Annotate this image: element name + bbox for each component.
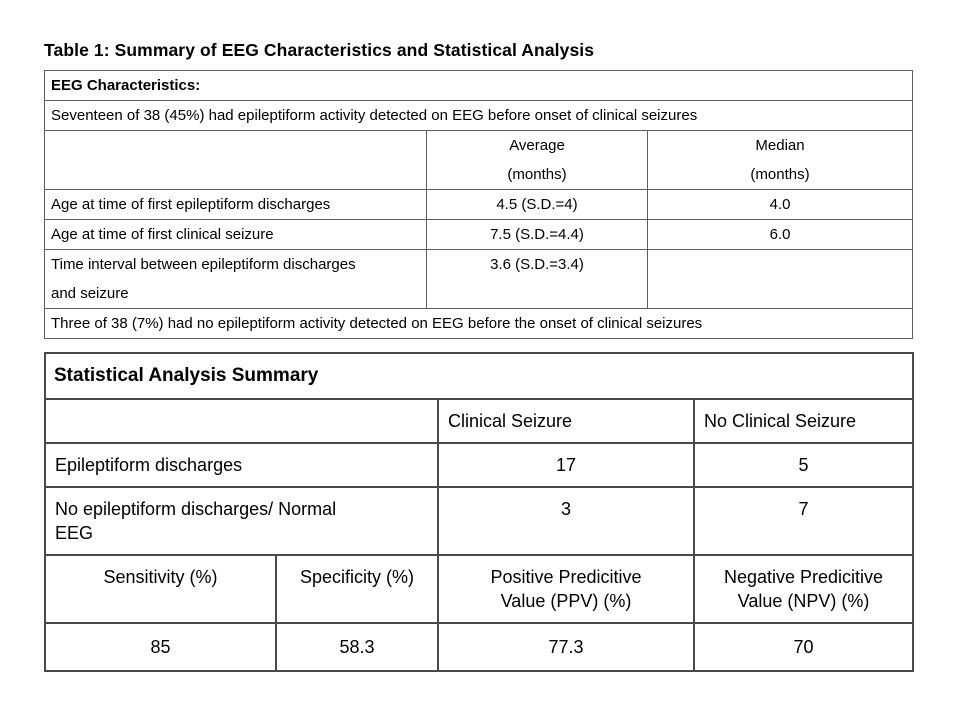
row-label: No epileptiform discharges/ Normal EEG [44, 486, 439, 556]
row-label: Time interval between epileptiform disch… [44, 249, 427, 309]
average-value: 3.6 (S.D.=3.4) [426, 249, 648, 309]
table-row: Statistical Analysis Summary [43, 352, 915, 400]
table-row: EEG Characteristics: [44, 70, 913, 101]
eeg-note-bottom: Three of 38 (7%) had no epileptiform act… [44, 308, 913, 339]
table-row: Time interval between epileptiform disch… [44, 249, 913, 309]
ppv-value: 77.3 [437, 622, 695, 672]
table-row: Clinical Seizure No Clinical Seizure [44, 398, 915, 444]
average-value: 4.5 (S.D.=4) [426, 189, 648, 220]
row-label: Age at time of first epileptiform discha… [44, 189, 427, 220]
specificity-header: Specificity (%) [275, 554, 439, 624]
sensitivity-header: Sensitivity (%) [44, 554, 277, 624]
document-page: Table 1: Summary of EEG Characteristics … [43, 40, 915, 672]
stats-section-header: Statistical Analysis Summary [43, 352, 915, 400]
table-row: No epileptiform discharges/ Normal EEG 3… [44, 486, 915, 556]
table-row: Age at time of first clinical seizure 7.… [44, 219, 913, 250]
clinical-seizure-count: 3 [437, 486, 695, 556]
average-column-header: Average (months) [426, 130, 648, 190]
no-clinical-seizure-column-header: No Clinical Seizure [692, 398, 915, 444]
row-label: Age at time of first clinical seizure [44, 219, 427, 250]
page-title: Table 1: Summary of EEG Characteristics … [44, 40, 595, 60]
eeg-section-header: EEG Characteristics: [44, 70, 913, 101]
ppv-header: Positive Predicitive Value (PPV) (%) [437, 554, 695, 624]
table-row: 85 58.3 77.3 70 [44, 622, 915, 672]
eeg-characteristics-table: EEG Characteristics: Seventeen of 38 (45… [44, 70, 913, 339]
table-row: Age at time of first epileptiform discha… [44, 189, 913, 220]
median-value: 6.0 [647, 219, 913, 250]
clinical-seizure-column-header: Clinical Seizure [437, 398, 695, 444]
statistical-analysis-table: Statistical Analysis Summary Clinical Se… [43, 352, 915, 672]
no-clinical-seizure-count: 5 [692, 442, 915, 488]
table-row: Three of 38 (7%) had no epileptiform act… [44, 308, 913, 339]
table-row: Epileptiform discharges 17 5 [44, 442, 915, 488]
specificity-value: 58.3 [275, 622, 439, 672]
row-label: Epileptiform discharges [44, 442, 439, 488]
table-row: Average (months) Median (months) [44, 130, 913, 190]
spacer-cell [44, 398, 439, 444]
median-value [647, 249, 913, 309]
average-value: 7.5 (S.D.=4.4) [426, 219, 648, 250]
clinical-seizure-count: 17 [437, 442, 695, 488]
spacer-cell [44, 130, 427, 190]
eeg-note-top: Seventeen of 38 (45%) had epileptiform a… [44, 100, 913, 131]
table-row: Sensitivity (%) Specificity (%) Positive… [44, 554, 915, 624]
npv-header: Negative Predicitive Value (NPV) (%) [692, 554, 915, 624]
median-column-header: Median (months) [647, 130, 913, 190]
sensitivity-value: 85 [44, 622, 277, 672]
npv-value: 70 [692, 622, 915, 672]
no-clinical-seizure-count: 7 [692, 486, 915, 556]
table-row: Seventeen of 38 (45%) had epileptiform a… [44, 100, 913, 131]
median-value: 4.0 [647, 189, 913, 220]
